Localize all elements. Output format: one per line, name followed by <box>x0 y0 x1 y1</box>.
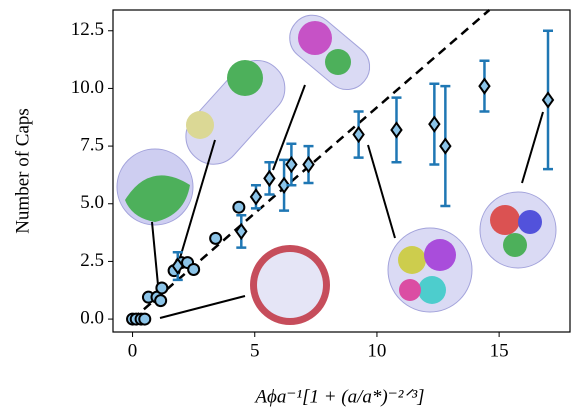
y-tick-label: 10.0 <box>71 77 104 98</box>
y-tick-label: 7.5 <box>80 134 104 155</box>
x-tick-label: 15 <box>490 340 509 361</box>
diamond-marker <box>428 115 441 133</box>
diamond-marker <box>439 137 452 155</box>
diamond-marker <box>235 222 248 241</box>
diamond-marker <box>478 77 491 95</box>
y-axis-label: Number of Caps <box>12 108 33 234</box>
diamond-marker <box>249 188 263 206</box>
x-tick-label: 10 <box>367 340 386 361</box>
circle-marker <box>232 200 246 214</box>
circle-marker <box>138 312 152 326</box>
x-tick-label: 0 <box>128 340 138 361</box>
circle-marker <box>209 231 223 245</box>
x-axis-label: Aϕa⁻¹[1 + (a/a*)⁻²ᐟ³] <box>253 386 424 407</box>
y-tick-label: 0.0 <box>80 307 104 328</box>
circle-marker <box>154 294 168 308</box>
x-tick-label: 5 <box>250 340 260 361</box>
inset-arrows <box>151 84 544 319</box>
y-tick-label: 2.5 <box>80 250 104 271</box>
circle-marker <box>155 281 169 295</box>
diamond-marker <box>263 169 276 188</box>
diamond-marker <box>390 121 403 139</box>
diamond-marker <box>541 91 555 109</box>
diamond-marker <box>277 176 291 195</box>
circle-marker <box>187 262 201 276</box>
inset-renders <box>116 14 557 325</box>
y-tick-label: 12.5 <box>71 19 104 40</box>
diamond-marker <box>302 155 315 174</box>
y-tick-label: 5.0 <box>80 192 104 213</box>
diamond-marker <box>352 125 365 144</box>
diamond-marker <box>171 257 184 275</box>
diamond-marker <box>285 155 298 174</box>
plot-frame <box>112 9 571 333</box>
